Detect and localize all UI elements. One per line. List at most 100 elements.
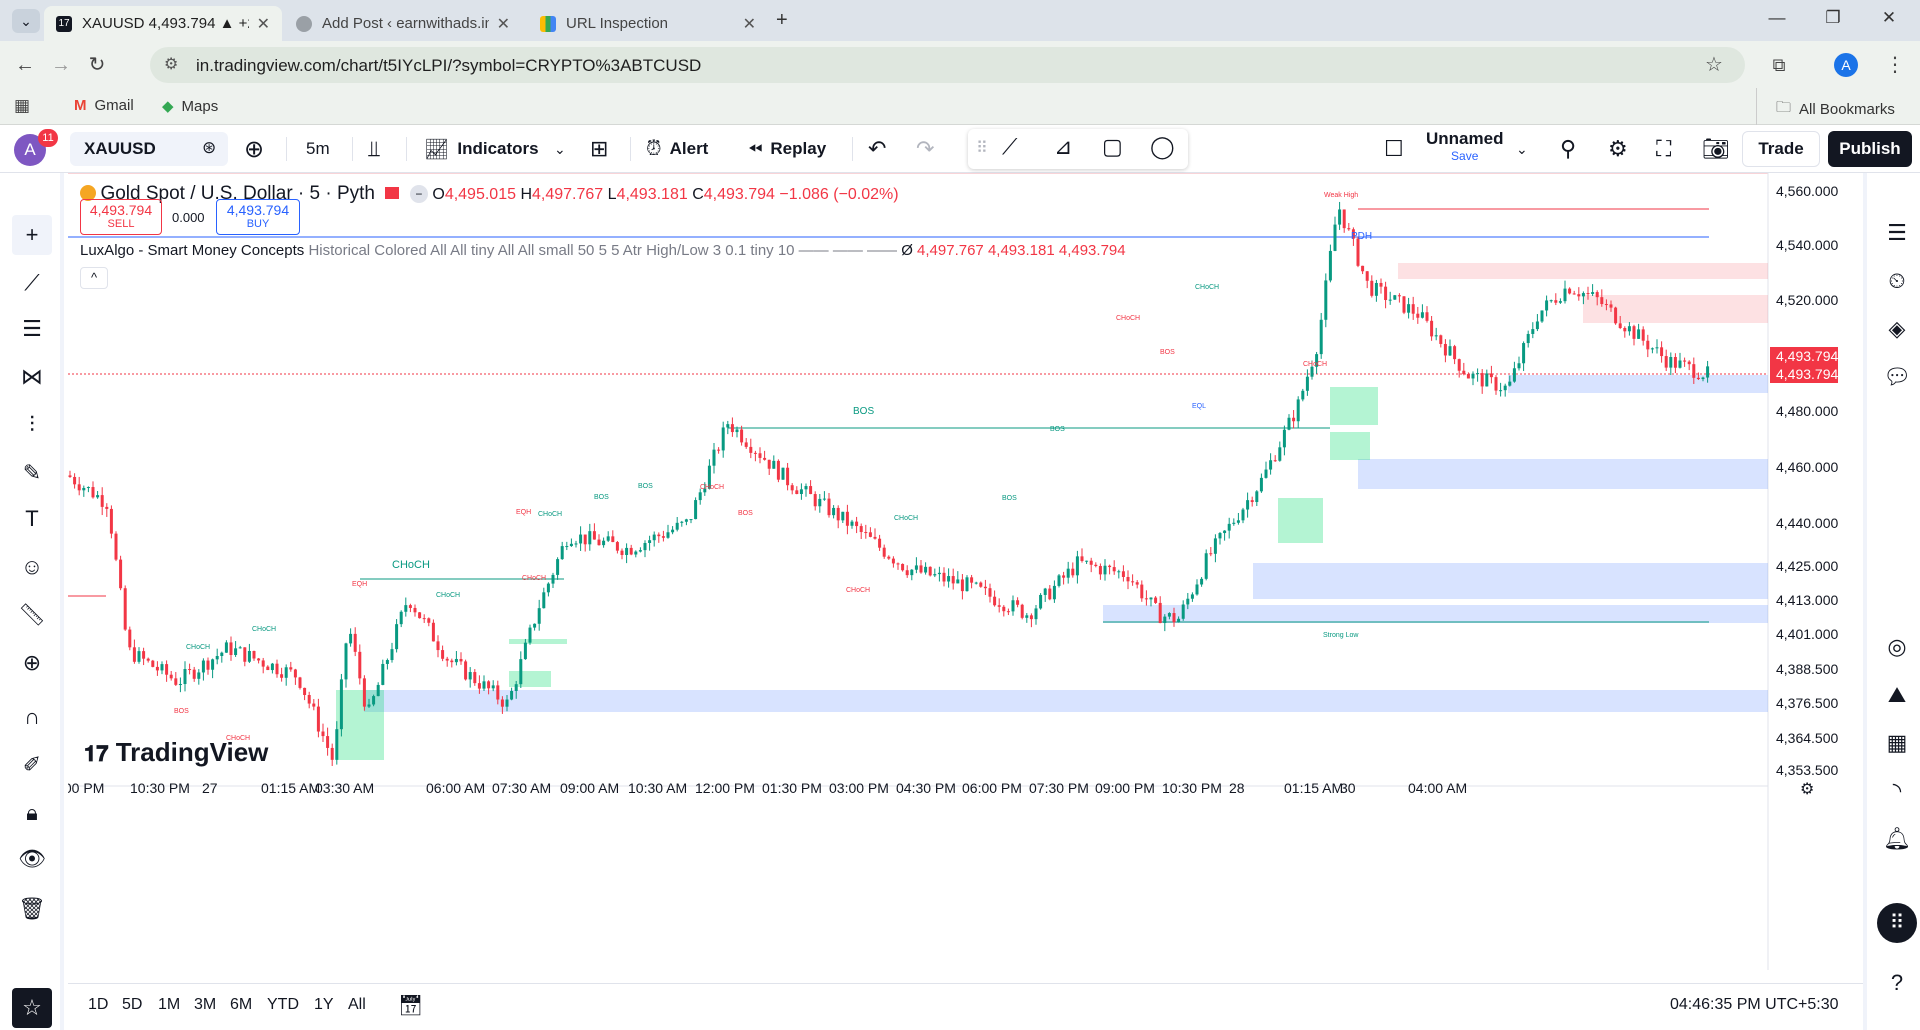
broadcast-icon[interactable]: ◝ bbox=[1892, 778, 1902, 803]
chevron-down-icon[interactable]: ⌄ bbox=[1516, 140, 1528, 157]
drag-handle-icon[interactable]: ⠿ bbox=[976, 140, 988, 157]
interval-button[interactable]: 5m bbox=[306, 139, 330, 158]
ruler-icon[interactable]: 📏︎ bbox=[18, 602, 46, 627]
extensions-icon[interactable]: ⧉ bbox=[1772, 55, 1786, 75]
apps-dots-icon[interactable]: ⠿ bbox=[1877, 903, 1917, 943]
notifications-bell-icon[interactable]: 🔔︎ bbox=[1883, 826, 1911, 851]
help-icon[interactable]: ? bbox=[1890, 970, 1904, 995]
minimize-icon[interactable]: — bbox=[1768, 8, 1786, 27]
quick-search-icon[interactable]: ⚲ bbox=[1560, 136, 1577, 161]
indicator-name[interactable]: LuxAlgo - Smart Money Concepts bbox=[80, 242, 305, 259]
fib-tool-icon[interactable]: ⊿ bbox=[1054, 134, 1073, 159]
chart-pane[interactable]: CHoCH BOS EQH CHoCH CHoCH CHoCH CHoCH EQH CHoCH C… bbox=[60, 172, 1863, 970]
clock-timezone[interactable]: 04:46:35 PM UTC+5:30 bbox=[1670, 996, 1839, 1013]
tab-url-inspection[interactable]: URL Inspection ✕ bbox=[528, 6, 768, 41]
calendar-icon[interactable]: ▦ bbox=[1886, 730, 1908, 755]
reload-icon[interactable]: ↻ bbox=[88, 54, 106, 76]
target-icon[interactable]: ◎ bbox=[1887, 634, 1907, 659]
fib-retracement-icon[interactable]: ☰ bbox=[22, 316, 42, 341]
snapshot-camera-icon[interactable]: 📷︎ bbox=[1702, 136, 1730, 161]
candle-body bbox=[928, 566, 932, 576]
bookmark-star-icon[interactable]: ☆ bbox=[1705, 54, 1723, 76]
collapse-icon[interactable]: − bbox=[409, 185, 428, 203]
close-tab-icon[interactable]: ✕ bbox=[256, 15, 270, 33]
close-window-icon[interactable]: ✕ bbox=[1881, 8, 1897, 27]
alert-button[interactable]: ⏰︎ Alert bbox=[646, 137, 709, 160]
url-text[interactable]: in.tradingview.com/chart/t5IYcLPI/?symbo… bbox=[196, 56, 702, 75]
collapse-legend-button[interactable]: ^ bbox=[80, 267, 108, 289]
settings-gear-icon[interactable]: ⚙ bbox=[1608, 136, 1628, 161]
indicators-button[interactable]: 📈︎ Indicators bbox=[424, 138, 539, 161]
range-5d[interactable]: 5D bbox=[122, 996, 143, 1013]
alerts-clock-icon[interactable]: ⏲︎ bbox=[1888, 268, 1906, 293]
tab-xauusd[interactable]: 17 XAUUSD 4,493.794 ▲ +2.63% U ✕ bbox=[44, 6, 282, 41]
symbol-search[interactable]: XAUUSD ⊛ bbox=[70, 132, 228, 166]
candle-body bbox=[740, 429, 744, 443]
layers-icon[interactable]: ◈ bbox=[1888, 316, 1906, 341]
candles-icon[interactable]: ⫫ bbox=[368, 136, 381, 161]
bookmark-maps[interactable]: ◆ Maps bbox=[162, 97, 219, 116]
omnibox[interactable]: ⚙ in.tradingview.com/chart/t5IYcLPI/?sym… bbox=[150, 47, 1745, 83]
compare-add-icon[interactable]: ⊕ bbox=[244, 135, 265, 163]
trend-line-icon[interactable]: ⟋ bbox=[1002, 134, 1018, 159]
range-ytd[interactable]: YTD bbox=[267, 996, 299, 1013]
tab-add-post[interactable]: Add Post ‹ earnwithads.in — W ✕ bbox=[284, 6, 522, 41]
site-info-icon[interactable]: ⚙ bbox=[164, 56, 179, 73]
text-tool-icon[interactable]: T bbox=[25, 506, 39, 531]
fullscreen-icon[interactable]: ⛶ bbox=[1656, 136, 1672, 161]
undo-icon[interactable]: ↶ bbox=[868, 136, 887, 161]
divider bbox=[1756, 88, 1757, 125]
forward-icon[interactable]: → bbox=[51, 54, 71, 76]
layout-checkbox-icon[interactable]: ☐ bbox=[1384, 136, 1404, 161]
ellipse-tool-icon[interactable]: ◯ bbox=[1150, 134, 1175, 159]
gmail-icon: M bbox=[74, 97, 87, 114]
eye-icon[interactable]: 👁︎ bbox=[18, 846, 46, 871]
profile-avatar[interactable]: A bbox=[1834, 53, 1858, 77]
range-all[interactable]: All bbox=[348, 996, 366, 1013]
range-1m[interactable]: 1M bbox=[158, 996, 181, 1013]
restore-icon[interactable]: ❐ bbox=[1825, 8, 1841, 27]
all-bookmarks[interactable]: 🗀 All Bookmarks bbox=[1776, 97, 1895, 122]
crosshair-icon[interactable]: + bbox=[12, 215, 52, 255]
mountain-icon[interactable]: ⛰︎ bbox=[1887, 682, 1907, 707]
range-3m[interactable]: 3M bbox=[194, 996, 217, 1013]
forecast-icon[interactable]: ⫶ bbox=[29, 412, 35, 437]
menu-icon[interactable]: ⋮ bbox=[1885, 54, 1905, 76]
symbol-dropdown-icon[interactable]: ⊛ bbox=[202, 138, 217, 157]
close-tab-icon[interactable]: ✕ bbox=[496, 15, 510, 33]
magnet-icon[interactable]: ∩ bbox=[24, 704, 40, 729]
buy-button[interactable]: 4,493.794 BUY bbox=[216, 199, 300, 235]
lock-pencil-icon[interactable]: ✐ bbox=[22, 752, 42, 777]
emoji-icon[interactable]: ☺ bbox=[20, 554, 44, 579]
tab-search-button[interactable]: ⌄ bbox=[12, 9, 40, 33]
favorites-star-icon[interactable]: ☆ bbox=[12, 988, 52, 1028]
goto-date-icon[interactable]: 📅︎ bbox=[398, 995, 424, 1017]
apps-grid-icon[interactable]: ▦ bbox=[14, 96, 31, 115]
bookmark-gmail[interactable]: M Gmail bbox=[74, 97, 134, 114]
zoom-in-icon[interactable]: ⊕ bbox=[22, 650, 42, 675]
layout-name-button[interactable]: Unnamed Save bbox=[1426, 129, 1504, 163]
chat-icon[interactable]: 💬︎ bbox=[1883, 364, 1911, 389]
watchlist-icon[interactable]: ☰ bbox=[1887, 220, 1907, 245]
publish-button[interactable]: Publish bbox=[1828, 131, 1912, 167]
trade-button[interactable]: Trade bbox=[1742, 131, 1820, 167]
brush-icon[interactable]: ✎ bbox=[22, 460, 42, 485]
rectangle-tool-icon[interactable]: ▢ bbox=[1102, 134, 1123, 159]
price-chart[interactable]: CHoCH BOS EQH CHoCH CHoCH CHoCH CHoCH EQH CHoCH C… bbox=[60, 172, 1863, 970]
new-tab-icon[interactable]: + bbox=[776, 9, 788, 31]
back-icon[interactable]: ← bbox=[15, 54, 35, 76]
redo-icon[interactable]: ↷ bbox=[916, 136, 935, 161]
range-1d[interactable]: 1D bbox=[88, 996, 109, 1013]
layouts-icon[interactable]: ⊞ bbox=[590, 136, 609, 161]
pattern-icon[interactable]: ⋈ bbox=[21, 364, 43, 389]
trash-icon[interactable]: 🗑︎ bbox=[18, 896, 46, 921]
chevron-down-icon[interactable]: ⌄ bbox=[554, 140, 566, 157]
range-1y[interactable]: 1Y bbox=[314, 996, 334, 1013]
trend-line-icon[interactable]: ⟋ bbox=[24, 270, 40, 295]
range-6m[interactable]: 6M bbox=[230, 996, 253, 1013]
replay-button[interactable]: ⏪︎ Replay bbox=[748, 138, 827, 159]
sell-button[interactable]: 4,493.794 SELL bbox=[80, 199, 162, 235]
lock-icon[interactable]: 🔒︎ bbox=[26, 800, 38, 825]
close-tab-icon[interactable]: ✕ bbox=[742, 15, 756, 33]
flag-icon[interactable] bbox=[385, 187, 400, 199]
